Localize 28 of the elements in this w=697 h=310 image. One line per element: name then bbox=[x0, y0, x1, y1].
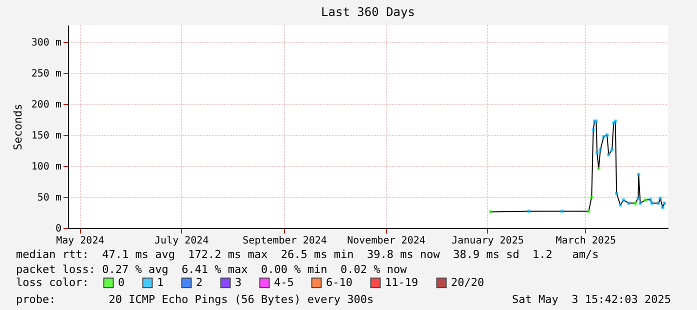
legend-label: 1 bbox=[157, 276, 164, 289]
y-tick-label: 300 m bbox=[31, 37, 62, 48]
x-tick-label: January 2025 bbox=[452, 236, 524, 246]
legend-label: 4-5 bbox=[274, 276, 294, 289]
text: median rtt: 47.1 ms avg 172.2 ms max 26.5 ms min 39.8 ms now 38.9 ms sd 1.2 am/s bbox=[16, 248, 599, 261]
legend-label: 2 bbox=[196, 276, 203, 289]
y-tick-label: 0 bbox=[55, 224, 62, 234]
x-tick-label: March 2025 bbox=[556, 236, 616, 246]
legend-label: 3 bbox=[235, 276, 242, 289]
y-tick-label: 150 m bbox=[31, 130, 62, 142]
x-tick-label: July 2024 bbox=[154, 236, 209, 246]
x-tick-label: November 2024 bbox=[347, 236, 426, 246]
text: probe: 20 ICMP Echo Pings (56 Bytes) every 300s bbox=[16, 293, 374, 306]
x-tick-label: September 2024 bbox=[242, 236, 327, 246]
legend-title: loss color: bbox=[16, 276, 89, 289]
y-axis-title: Seconds bbox=[11, 104, 24, 150]
x-tick-label: May 2024 bbox=[56, 236, 104, 246]
y-tick-label: 250 m bbox=[31, 68, 62, 80]
legend-label: 0 bbox=[118, 276, 125, 289]
legend-label: 20/20 bbox=[451, 276, 484, 289]
y-tick-label: 50 m bbox=[37, 192, 62, 204]
y-tick-label: 100 m bbox=[31, 161, 62, 172]
legend-label: 11-19 bbox=[385, 276, 418, 289]
text: Sat May 3 15:42:03 2025 bbox=[512, 293, 671, 306]
legend-label: 6-10 bbox=[326, 276, 352, 289]
chart-title: Last 360 Days bbox=[321, 5, 415, 19]
text: packet loss: 0.27 % avg 6.41 % max 0.00 % min 0.02 % now bbox=[16, 263, 407, 276]
y-tick-label: 200 m bbox=[31, 99, 62, 110]
